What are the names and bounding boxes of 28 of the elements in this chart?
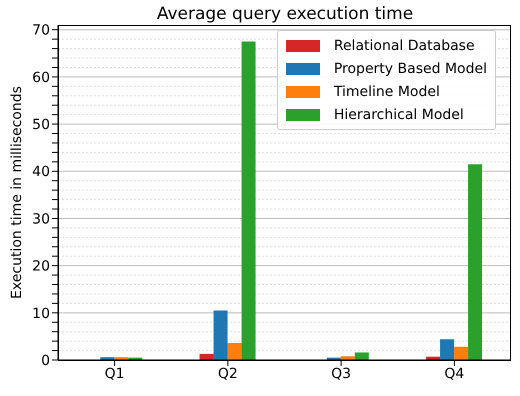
y-tick-label: 0 — [41, 352, 50, 369]
bar — [228, 343, 242, 360]
bar — [242, 42, 256, 360]
y-tick-label: 40 — [32, 164, 50, 180]
x-tick-label: Q3 — [331, 366, 352, 382]
y-tick-label: 30 — [32, 211, 50, 228]
bar — [214, 310, 228, 360]
bar — [340, 356, 355, 360]
y-axis-title: Execution time in milliseconds — [8, 86, 25, 299]
chart-title: Average query execution time — [156, 4, 414, 24]
y-tick-label: 60 — [32, 70, 50, 86]
bar — [426, 356, 440, 360]
bar — [468, 164, 482, 360]
x-tick-label: Q4 — [444, 366, 464, 382]
legend-label: Hierarchical Model — [334, 106, 464, 122]
legend-label: Relational Database — [334, 38, 475, 54]
y-tick-label: 10 — [32, 306, 50, 322]
bar — [200, 354, 214, 360]
y-tick-label: 70 — [32, 22, 50, 39]
legend-label: Timeline Model — [334, 84, 440, 100]
y-tick-label: 50 — [32, 117, 50, 134]
bar — [440, 339, 454, 360]
x-tick-label: Q2 — [218, 366, 238, 382]
legend-label: Property Based Model — [334, 60, 487, 76]
bar — [454, 346, 468, 360]
bar — [354, 352, 369, 360]
x-tick-label: Q1 — [104, 366, 125, 382]
y-tick-label: 20 — [32, 258, 50, 275]
